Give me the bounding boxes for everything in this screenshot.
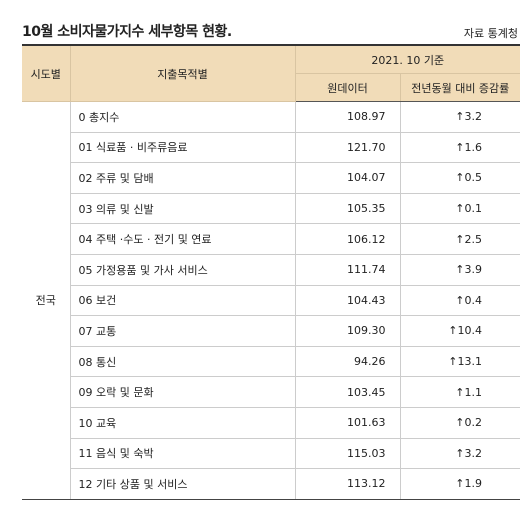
table-cell: ↑0.1 (400, 193, 521, 225)
table-cell: 105.35 (295, 193, 401, 225)
table-cell: 10 교육 (70, 407, 296, 439)
source: 자료 통계청 (463, 27, 518, 40)
table-row: 08 통신 94.26 ↑13.1 (22, 346, 521, 378)
table-cell: 109.30 (295, 315, 401, 347)
header-cell: 원데이터 (295, 73, 401, 102)
table-cell: ↑2.5 (400, 223, 521, 255)
table-cell: 108.97 (295, 101, 401, 133)
table-cell: 121.70 (295, 132, 401, 164)
table-cell: ↑1.9 (400, 468, 521, 500)
table-cell: 05 가정용품 및 가사 서비스 (70, 254, 296, 286)
header-cell: 2021. 10 기준 (294, 44, 521, 74)
title: 10월 소비자물가지수 세부항목 현황. (22, 24, 232, 40)
header-cell: 시도별 (22, 44, 71, 102)
table-row: 12 기타 상품 및 서비스 113.12 ↑1.9 (22, 468, 521, 500)
table-cell: ↑1.1 (400, 376, 521, 408)
table-cell: 03 의류 및 신발 (70, 193, 296, 225)
table-row: 전국 0 총지수 108.97 ↑3.2 (22, 101, 521, 500)
table-row: 09 오락 및 문화 103.45 ↑1.1 (22, 376, 521, 408)
table-cell: ↑3.9 (400, 254, 521, 286)
table-cell: 94.26 (295, 346, 401, 378)
table-cell: 04 주택 ·수도 · 전기 및 연료 (70, 223, 296, 255)
table-row: 01 식료품 · 비주류음료 121.70 ↑1.6 (22, 132, 521, 164)
table-cell: 113.12 (295, 468, 401, 500)
table-cell: 111.74 (295, 254, 401, 286)
table-row: 02 주류 및 담배 104.07 ↑0.5 (22, 162, 521, 194)
table-cell: 104.43 (295, 285, 401, 317)
table-cell: 106.12 (295, 223, 401, 255)
table-cell: 104.07 (295, 162, 401, 194)
table-row: 10 교육 101.63 ↑0.2 (22, 407, 521, 439)
region-cell: 전국 (22, 101, 71, 500)
table-cell: 103.45 (295, 376, 401, 408)
table: 시도별 지출목적별 2021. 10 기준 원데이터 전년동월 대비 증감률 전… (22, 44, 521, 500)
table-cell: 12 기타 상품 및 서비스 (70, 468, 296, 500)
table-cell: ↑3.2 (400, 438, 521, 470)
table-cell: 01 식료품 · 비주류음료 (70, 132, 296, 164)
table-row: 03 의류 및 신발 105.35 ↑0.1 (22, 193, 521, 225)
table-cell: ↑10.4 (400, 315, 521, 347)
table-row: 06 보건 104.43 ↑0.4 (22, 285, 521, 317)
table-cell: ↑1.6 (400, 132, 521, 164)
table-cell: ↑3.2 (400, 101, 521, 133)
table-cell: ↑13.1 (400, 346, 521, 378)
table-row: 11 음식 및 숙박 115.03 ↑3.2 (22, 438, 521, 470)
table-cell: ↑0.5 (400, 162, 521, 194)
table-cell: 06 보건 (70, 285, 296, 317)
table-cell: ↑0.2 (400, 407, 521, 439)
header-cell: 전년동월 대비 증감률 (399, 73, 521, 102)
table-cell: ↑0.4 (400, 285, 521, 317)
table-cell: 101.63 (295, 407, 401, 439)
table-cell: 115.03 (295, 438, 401, 470)
table-cell: 0 총지수 (70, 101, 296, 133)
table-cell: 07 교통 (70, 315, 296, 347)
table-row: 04 주택 ·수도 · 전기 및 연료 106.12 ↑2.5 (22, 223, 521, 255)
table-cell: 08 통신 (70, 346, 296, 378)
table-cell: 02 주류 및 담배 (70, 162, 296, 194)
table-cell: 11 음식 및 숙박 (70, 438, 296, 470)
table-row: 05 가정용품 및 가사 서비스 111.74 ↑3.9 (22, 254, 521, 286)
table-body: 전국 0 총지수 108.97 ↑3.2 01 식료품 · 비주류음료 121.70 ↑1.… (22, 101, 521, 500)
table-row: 07 교통 109.30 ↑10.4 (22, 315, 521, 347)
table-cell: 09 오락 및 문화 (70, 376, 296, 408)
header-cell: 지출목적별 (69, 44, 296, 102)
